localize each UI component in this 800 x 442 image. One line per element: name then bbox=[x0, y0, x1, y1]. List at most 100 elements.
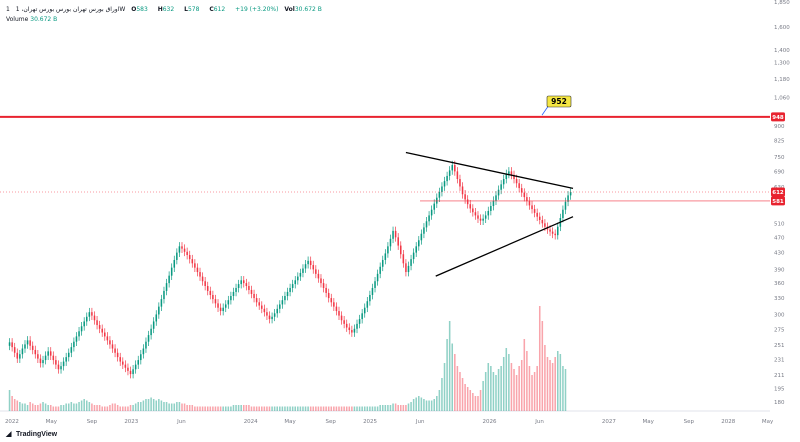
volume-bar bbox=[258, 406, 260, 411]
volume-bar bbox=[348, 406, 351, 411]
volume-bar bbox=[559, 354, 562, 411]
volume-bar bbox=[104, 406, 106, 411]
volume-bar bbox=[508, 354, 510, 411]
price-label-box bbox=[771, 187, 785, 197]
candle-body bbox=[487, 210, 490, 216]
candle-body bbox=[55, 360, 57, 365]
x-tick-label: 2024 bbox=[244, 419, 258, 425]
candle-body bbox=[358, 319, 361, 324]
volume-bar bbox=[518, 366, 520, 411]
trendline[interactable] bbox=[435, 216, 574, 277]
candle-body bbox=[443, 181, 446, 187]
volume-bar bbox=[8, 390, 11, 411]
volume-bar bbox=[147, 399, 150, 411]
candle-body bbox=[160, 299, 163, 307]
volume-bar bbox=[129, 405, 132, 411]
candle-body bbox=[26, 340, 29, 345]
volume-bar bbox=[24, 403, 26, 411]
volume-bar bbox=[199, 406, 201, 411]
candle-body bbox=[508, 171, 510, 174]
candle-body bbox=[351, 330, 353, 333]
candle-body bbox=[456, 171, 459, 180]
x-tick-label: Jun bbox=[415, 419, 425, 425]
candle-body bbox=[145, 341, 147, 349]
volume-bar bbox=[124, 406, 127, 411]
price-label: 612 bbox=[772, 190, 784, 196]
volume-bar bbox=[178, 402, 181, 411]
candle-body bbox=[268, 315, 271, 320]
candle-body bbox=[289, 287, 291, 292]
candle-body bbox=[116, 352, 119, 358]
candle-body bbox=[474, 212, 477, 216]
volume-bar bbox=[122, 406, 124, 411]
candle-body bbox=[16, 352, 19, 359]
y-tick-label: 300 bbox=[774, 312, 785, 318]
volume-bar bbox=[366, 406, 369, 411]
volume-bar bbox=[204, 406, 206, 411]
candle-body bbox=[70, 347, 73, 353]
candle-body bbox=[479, 218, 482, 221]
volume-bar bbox=[242, 405, 245, 411]
volume-bar bbox=[80, 400, 83, 411]
volume-bar bbox=[554, 357, 556, 411]
candle-body bbox=[114, 348, 116, 353]
candle-body bbox=[394, 230, 397, 238]
volume-bar bbox=[96, 405, 98, 411]
close-label: C bbox=[209, 6, 214, 13]
candle-body bbox=[338, 311, 340, 316]
candle-body bbox=[104, 332, 106, 337]
volume-bar bbox=[526, 351, 528, 411]
candle-body bbox=[554, 233, 556, 236]
volume-bar bbox=[430, 400, 433, 411]
candle-body bbox=[407, 265, 410, 273]
volume-bar bbox=[73, 403, 75, 411]
candle-body bbox=[83, 321, 85, 327]
candle-body bbox=[49, 351, 52, 356]
volume-bar bbox=[528, 366, 531, 411]
candle-body bbox=[176, 252, 178, 260]
volume-bar bbox=[405, 405, 407, 411]
high-value: 632 bbox=[162, 6, 175, 13]
volume-bar bbox=[420, 397, 423, 411]
y-tick-label: 750 bbox=[774, 155, 785, 161]
y-tick-label: 1,850 bbox=[774, 0, 790, 6]
volume-bar bbox=[387, 405, 389, 411]
volume-bar bbox=[232, 405, 235, 411]
callout-box[interactable] bbox=[546, 95, 572, 108]
volume-bar bbox=[333, 406, 335, 411]
candle-body bbox=[158, 306, 160, 315]
volume-bar bbox=[495, 375, 497, 411]
volume-bar bbox=[456, 366, 459, 411]
vol-value: 30.672 B bbox=[294, 6, 322, 13]
open-label: O bbox=[131, 6, 137, 13]
candle-body bbox=[515, 179, 518, 184]
volume-bar bbox=[170, 403, 173, 411]
volume-bar bbox=[497, 369, 500, 411]
candle-body bbox=[266, 312, 268, 316]
volume-bar bbox=[224, 406, 227, 411]
tradingview-logo[interactable]: ◢ TradingView bbox=[6, 430, 57, 438]
candle-body bbox=[196, 267, 199, 273]
x-tick-label: Jun bbox=[176, 419, 186, 425]
volume-bar bbox=[212, 406, 214, 411]
open-value: 583 bbox=[136, 6, 148, 13]
trendline[interactable] bbox=[405, 151, 574, 190]
volume-bar bbox=[500, 366, 502, 411]
y-tick-label: 430 bbox=[774, 251, 785, 257]
candle-body bbox=[284, 296, 286, 301]
volume-bar bbox=[176, 402, 178, 411]
volume-bar bbox=[448, 321, 451, 411]
candle-body bbox=[163, 290, 165, 300]
candle-body bbox=[307, 260, 309, 265]
volume-bar bbox=[363, 406, 366, 411]
volume-bar bbox=[114, 403, 116, 411]
candle-body bbox=[454, 165, 456, 172]
volume-bar bbox=[188, 405, 191, 411]
volume-bar bbox=[261, 406, 263, 411]
volume-bar bbox=[392, 403, 394, 411]
candle-body bbox=[472, 208, 474, 213]
volume-bar bbox=[322, 406, 325, 411]
x-tick-label: May bbox=[643, 419, 655, 425]
volume-bar bbox=[531, 375, 533, 411]
